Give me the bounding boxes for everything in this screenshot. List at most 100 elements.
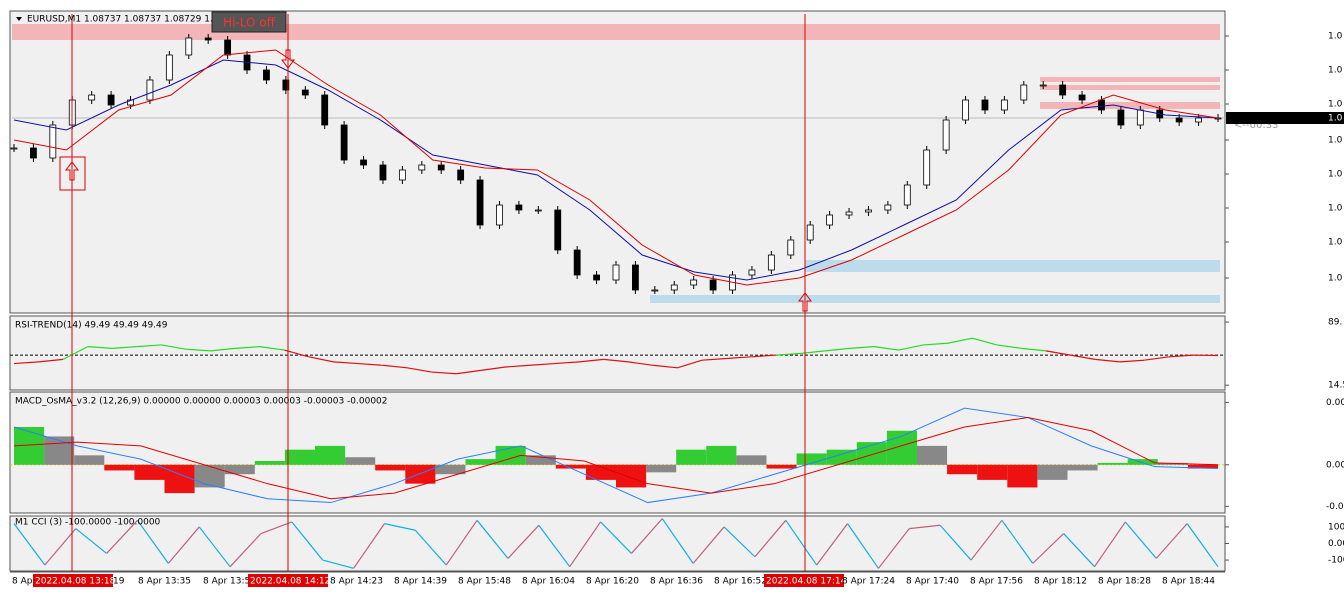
candle — [88, 94, 96, 101]
collapse-icon[interactable] — [16, 17, 22, 21]
candle — [923, 149, 931, 186]
rsi-segment — [259, 346, 285, 351]
macd-bar — [1067, 464, 1098, 471]
candle — [903, 184, 911, 206]
macd-bar — [164, 464, 195, 494]
candle — [767, 254, 775, 271]
resistance-zone — [12, 24, 1220, 40]
candle — [49, 124, 57, 159]
cci-segment — [75, 528, 107, 554]
candle — [1078, 94, 1086, 101]
candle — [418, 164, 426, 171]
cci-segment — [723, 526, 756, 558]
time-label: 2022.04.08 17:14 — [766, 577, 847, 587]
current-price-label: 1.0 — [1328, 114, 1343, 124]
macd-bar — [435, 464, 466, 475]
candle — [1059, 84, 1067, 96]
cci-segment — [692, 526, 725, 564]
rsi-segment — [775, 352, 801, 356]
rsi-segment — [308, 356, 334, 363]
cci-segment — [816, 523, 849, 566]
rsi-segment — [456, 369, 481, 375]
resistance-zone — [1040, 85, 1220, 90]
rsi-segment — [529, 362, 555, 366]
axis-label: 1.0 — [1328, 100, 1343, 110]
cci-segment — [1001, 519, 1034, 564]
cci-segment — [13, 523, 46, 566]
macd-bar — [947, 464, 978, 475]
hilo-button[interactable] — [211, 11, 287, 33]
cci-segment — [167, 526, 200, 564]
cci-segment — [136, 519, 169, 564]
axis-label: 0.00 — [1326, 460, 1344, 470]
candle — [962, 99, 969, 121]
rsi-segment — [677, 359, 703, 369]
candle — [146, 79, 154, 101]
macd-bar — [405, 464, 436, 484]
time-label: 8 Apr 16:52 — [714, 577, 767, 587]
candle — [534, 209, 542, 212]
macd-bar — [1187, 464, 1218, 469]
rsi-segment — [1168, 354, 1194, 358]
time-label: 8 Apr 13:35 — [138, 577, 191, 587]
cci-segment — [569, 521, 602, 568]
axis-label: -0.00 — [1326, 502, 1344, 512]
macd-bar — [495, 445, 526, 465]
cci-segment — [847, 523, 879, 569]
macd-bar — [736, 455, 767, 465]
time-label: 8 Apr 18:28 — [1098, 577, 1151, 587]
rsi-segment — [579, 358, 604, 363]
macd-bar — [375, 464, 406, 471]
cci-panel — [9, 515, 1226, 572]
time-label: 8 Apr 17:24 — [842, 577, 895, 587]
axis-label: 1.0 — [1328, 238, 1343, 248]
cci-segment — [909, 524, 941, 530]
time-highlight — [764, 574, 844, 587]
cci-segment — [353, 523, 385, 569]
candle — [10, 147, 18, 150]
rsi-segment — [923, 342, 948, 346]
candle — [476, 179, 484, 226]
cci-segment — [1063, 533, 1095, 568]
axis-label: 1.0 — [1328, 274, 1343, 284]
cci-segment — [1124, 521, 1157, 559]
candle — [457, 169, 465, 181]
rsi-segment — [431, 371, 457, 375]
rsi-segment — [1119, 359, 1145, 363]
time-label: 8 Apr 17:40 — [906, 577, 959, 587]
candle — [1175, 117, 1183, 123]
time-label: 8 Apr 18:12 — [1034, 577, 1087, 587]
candle — [1195, 117, 1202, 123]
rsi-segment — [480, 366, 506, 371]
hilo-button-label[interactable]: Hi-LO off — [223, 16, 276, 30]
rsi-segment — [185, 348, 211, 352]
cci-segment — [538, 524, 571, 568]
time-label: 8 Apr 14:23 — [330, 577, 383, 587]
candle — [379, 164, 387, 181]
axis-label: -100 — [1328, 556, 1344, 566]
candle — [670, 284, 678, 291]
macd-label: MACD_OsMA_v3.2 (12,26,9) 0.00000 0.00000… — [15, 397, 388, 407]
rsi-segment — [1045, 350, 1071, 356]
macd-bar — [194, 464, 225, 488]
time-label: 2022.04.08 13:18 — [35, 577, 116, 587]
candle — [107, 94, 115, 106]
time-label: 8 Apr 16:04 — [522, 577, 575, 587]
macd-bar — [676, 449, 707, 465]
cci-segment — [754, 519, 787, 558]
macd-bar — [134, 464, 165, 480]
candle — [1098, 99, 1105, 111]
macd-panel — [9, 391, 1226, 514]
cci-segment — [476, 519, 509, 559]
cci-segment — [384, 523, 416, 531]
cci-segment — [414, 529, 447, 566]
macd-bar — [646, 464, 677, 473]
symbol-info: EURUSD,M1 1.08737 1.08737 1.08729 1.08 — [27, 15, 225, 25]
candle — [845, 211, 853, 216]
macd-bar — [224, 464, 255, 475]
candle — [1039, 84, 1047, 87]
cci-segment — [1094, 521, 1126, 568]
candle — [282, 79, 290, 91]
cci-segment — [445, 519, 478, 566]
macd-bar — [555, 464, 586, 469]
